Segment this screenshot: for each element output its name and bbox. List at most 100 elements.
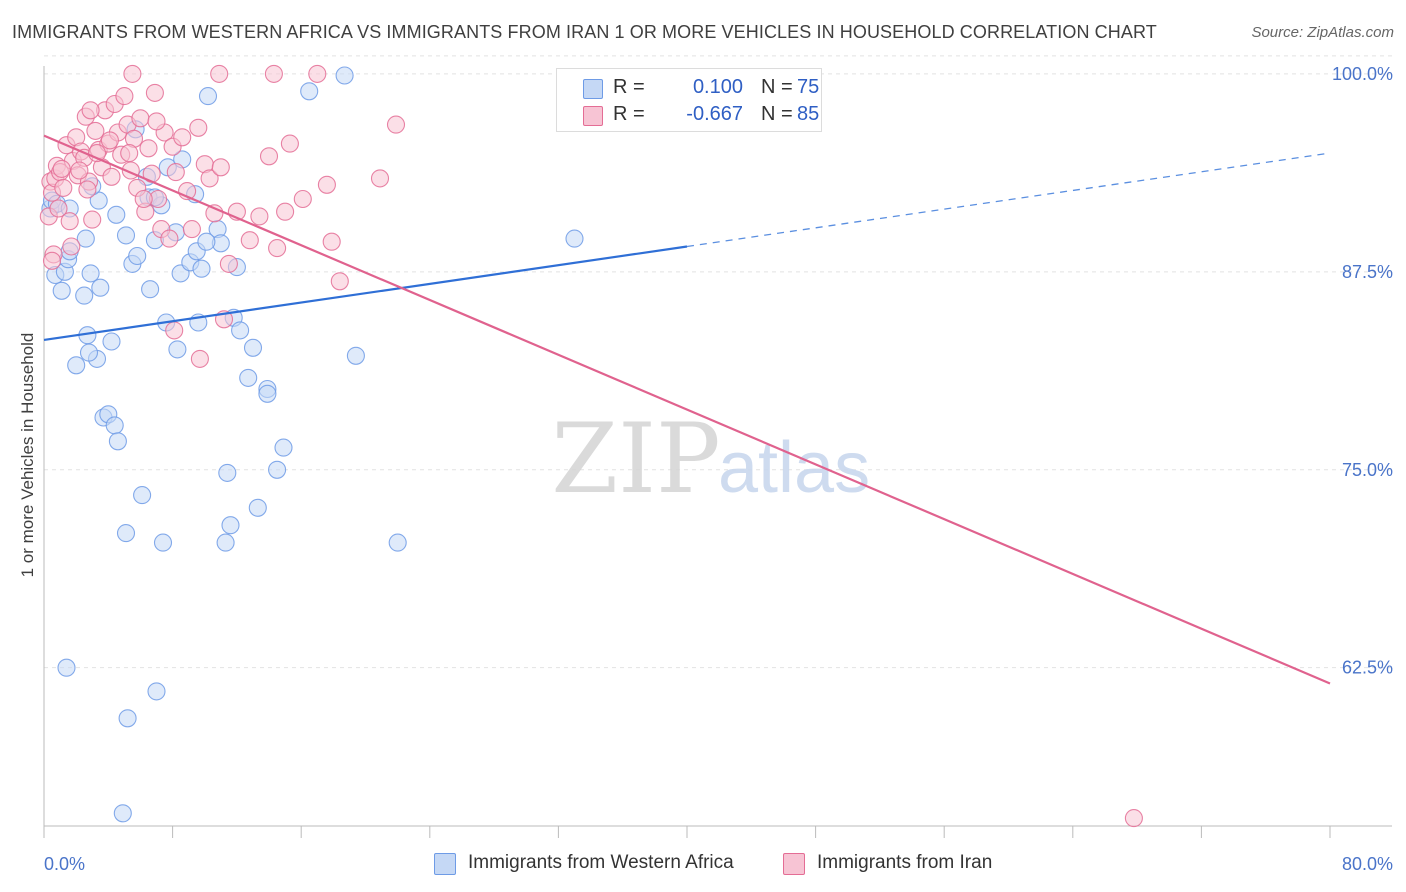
data-point <box>100 131 119 150</box>
data-point <box>62 237 81 256</box>
data-point <box>198 87 218 106</box>
data-point <box>346 346 365 365</box>
legend-swatch-pink <box>783 853 805 875</box>
data-point <box>86 121 105 140</box>
legend-r-value: 0.100 <box>692 76 743 98</box>
trend-line-western-africa-extension <box>686 152 1331 248</box>
data-point <box>259 147 279 166</box>
x-tick-labels: 0.0% 80.0% <box>44 854 1393 874</box>
y-tick-label: 75.0% <box>1342 460 1393 480</box>
data-point <box>81 264 100 283</box>
data-point <box>107 205 126 224</box>
data-point <box>67 356 86 375</box>
data-point <box>211 158 230 177</box>
legend-n-value: 85 <box>797 103 820 125</box>
legend-n-label: N = <box>761 103 793 125</box>
data-point <box>221 516 240 535</box>
data-point <box>123 64 142 83</box>
data-point <box>102 167 121 186</box>
data-point <box>139 139 158 158</box>
data-point <box>276 202 295 221</box>
data-point <box>116 524 136 543</box>
data-point <box>42 251 62 270</box>
data-point <box>141 280 160 299</box>
data-point <box>166 163 185 182</box>
legend-swatch-blue <box>434 853 456 875</box>
data-point <box>231 321 250 340</box>
legend-swatch-blue <box>583 79 603 99</box>
data-point <box>168 340 187 359</box>
data-point <box>240 231 259 250</box>
legend-swatch-pink <box>583 106 603 126</box>
data-point <box>160 229 179 248</box>
legend-r-label: R = <box>613 103 645 125</box>
data-point <box>239 368 258 387</box>
data-point <box>565 229 584 248</box>
y-tick-labels: 62.5% 75.0% 87.5% 100.0% <box>1332 64 1393 678</box>
data-point <box>83 210 102 229</box>
data-point <box>52 281 71 300</box>
y-tick-label: 62.5% <box>1342 658 1393 678</box>
data-point <box>330 272 349 291</box>
x-tick-label: 80.0% <box>1342 854 1393 874</box>
correlation-legend: R = 0.100 N = 75 R = -0.667 N = 85 <box>556 68 822 132</box>
data-point <box>76 229 95 248</box>
data-point <box>317 175 336 194</box>
data-point <box>128 246 147 266</box>
data-point <box>210 64 229 83</box>
gridlines <box>44 55 1392 669</box>
data-point <box>52 159 71 178</box>
y-tick-label: 87.5% <box>1342 262 1393 282</box>
data-point <box>200 169 219 188</box>
data-point <box>108 432 127 451</box>
legend-r-label: R = <box>613 76 645 98</box>
watermark-atlas: atlas <box>718 428 870 508</box>
data-point <box>189 118 208 137</box>
data-point <box>49 199 68 218</box>
trend-lines <box>43 134 1331 685</box>
trend-line-iran <box>43 134 1331 685</box>
data-point <box>1124 809 1143 828</box>
data-point <box>147 112 166 131</box>
x-tick-label: 0.0% <box>44 854 85 874</box>
data-point <box>370 169 390 188</box>
data-point <box>300 82 319 101</box>
data-point <box>153 533 173 552</box>
data-point <box>60 212 79 231</box>
chart-title: IMMIGRANTS FROM WESTERN AFRICA VS IMMIGR… <box>12 22 1157 42</box>
data-point <box>322 232 341 251</box>
data-point <box>250 207 269 226</box>
data-point <box>335 66 354 85</box>
data-point <box>54 178 73 197</box>
series-iran <box>39 64 1143 828</box>
data-point <box>268 239 287 258</box>
data-point <box>197 232 216 251</box>
data-point <box>264 64 283 83</box>
data-point <box>173 128 192 147</box>
data-point <box>57 658 76 677</box>
data-point <box>274 438 293 457</box>
data-point <box>182 220 201 239</box>
data-point <box>219 254 238 273</box>
data-point <box>147 682 166 701</box>
data-point <box>115 87 134 106</box>
data-point <box>70 161 89 180</box>
legend-label-iran: Immigrants from Iran <box>817 852 993 873</box>
data-point <box>120 144 139 163</box>
data-point <box>145 83 164 102</box>
data-point <box>81 101 100 120</box>
series-western-africa <box>41 66 584 823</box>
data-point <box>258 384 277 403</box>
data-point <box>388 533 407 552</box>
legend-label-western-africa: Immigrants from Western Africa <box>468 852 734 873</box>
data-point <box>133 486 152 505</box>
data-point <box>105 416 124 435</box>
legend-r-value: -0.667 <box>686 103 743 125</box>
data-point <box>293 189 312 209</box>
data-point <box>102 332 121 351</box>
y-tick-label: 100.0% <box>1332 64 1393 84</box>
data-point <box>386 115 406 134</box>
data-point <box>118 709 137 728</box>
data-point <box>280 134 299 153</box>
data-point <box>192 259 211 278</box>
